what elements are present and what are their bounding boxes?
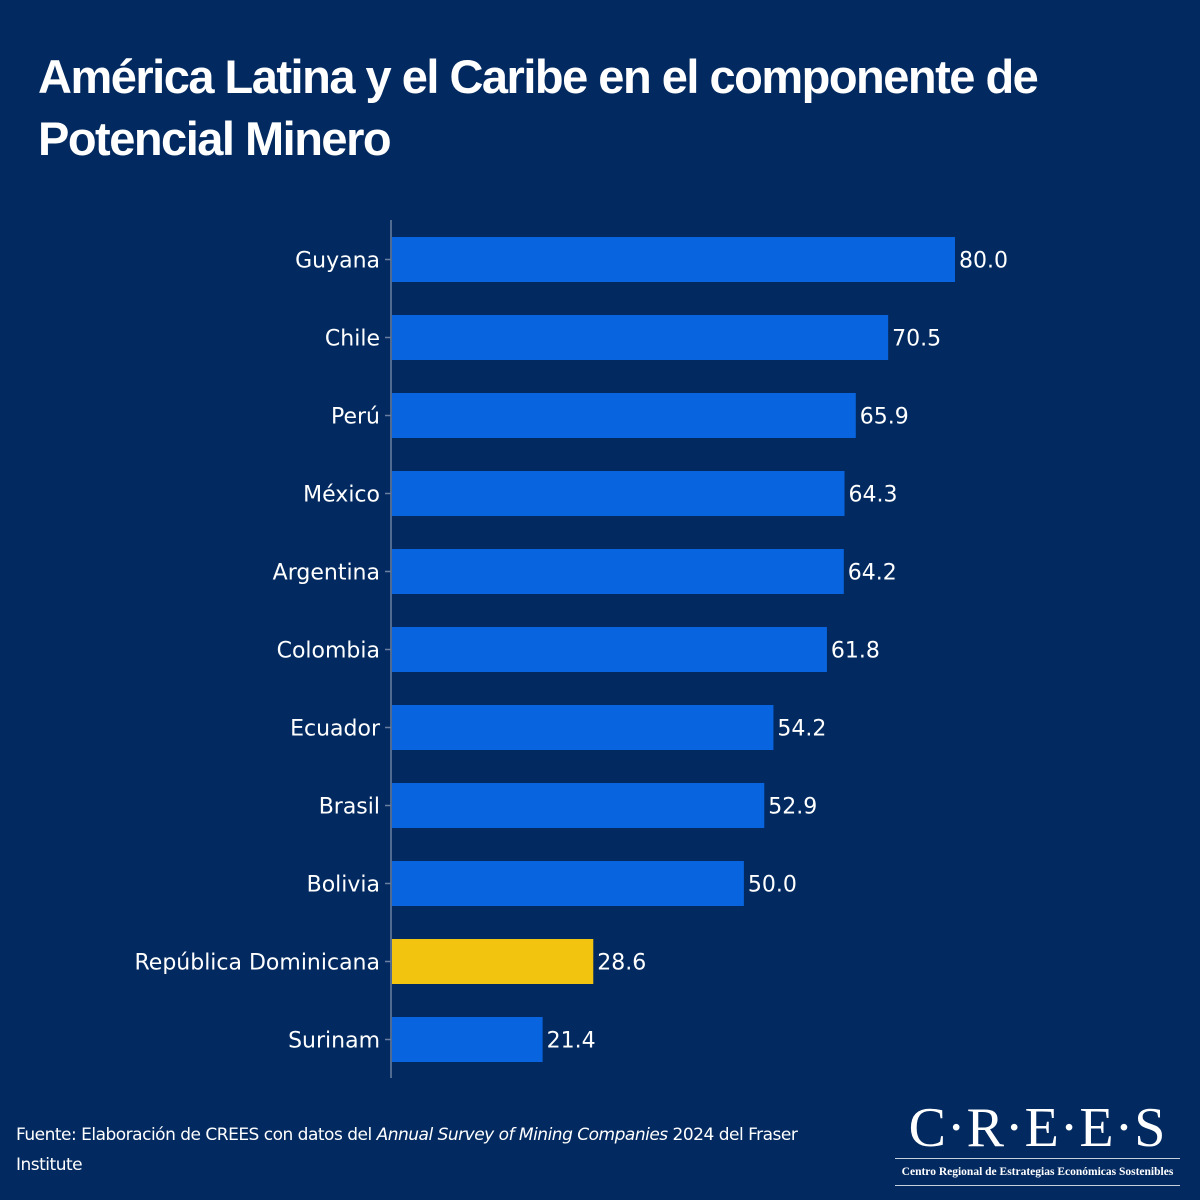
value-label: 52.9 [768,795,817,820]
bar [392,783,765,828]
bar [392,861,744,906]
category-label: Chile [325,327,380,352]
value-label: 54.2 [777,717,826,742]
chart-title: América Latina y el Caribe en el compone… [38,50,1039,165]
logo-divider [895,1185,1180,1186]
value-label: 70.5 [892,327,941,352]
category-label: Surinam [288,1029,380,1054]
bar [392,939,594,984]
crees-logo: C·R·E·E·S Centro Regional de Estrategias… [895,1100,1180,1188]
category-label: Guyana [295,249,380,274]
category-label: Argentina [273,561,380,586]
source-suffix: 2024 del Fraser Institute [16,1125,798,1175]
bar [392,393,856,438]
bar [392,1017,543,1062]
bar [392,627,827,672]
source-note: Fuente: Elaboración de CREES con datos d… [16,1120,856,1180]
source-italic: Annual Survey of Mining Companies [376,1125,669,1145]
value-label: 50.0 [748,873,797,898]
value-label: 64.3 [849,483,898,508]
category-label: República Dominicana [134,951,380,976]
value-label: 64.2 [848,561,897,586]
value-label: 65.9 [860,405,909,430]
bar [392,315,889,360]
logo-divider [895,1158,1180,1159]
category-label: Ecuador [290,717,381,742]
logo-subtitle: Centro Regional de Estrategias Económica… [901,1166,1174,1178]
value-label: 28.6 [597,951,646,976]
bar [392,237,955,282]
value-label: 61.8 [831,639,880,664]
source-prefix: Fuente: Elaboración de CREES con datos d… [16,1125,377,1145]
category-label: Colombia [277,639,380,664]
category-label: Bolivia [307,873,380,898]
category-label: Perú [331,405,380,430]
value-label: 21.4 [547,1029,596,1054]
bar [392,471,845,516]
bar [392,705,774,750]
category-label: Brasil [319,795,380,820]
category-label: México [303,483,380,508]
logo-mark: C·R·E·E·S [908,1097,1167,1159]
bar [392,549,844,594]
value-label: 80.0 [959,249,1008,274]
